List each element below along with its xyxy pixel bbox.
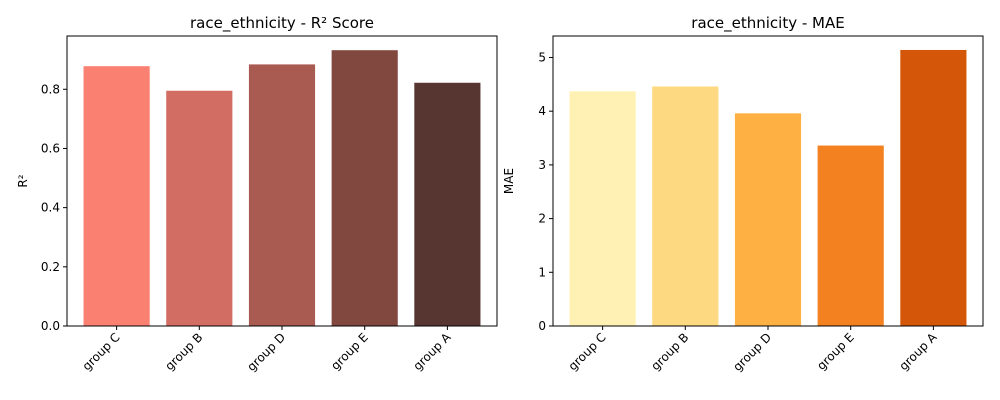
y-axis-label: R² [16, 174, 30, 187]
bar-group-d [248, 64, 316, 326]
y-tick-label: 0.0 [41, 319, 60, 333]
y-tick-label: 0.4 [41, 201, 60, 215]
bar-group-d [734, 113, 802, 326]
y-tick-label: 1 [538, 265, 546, 279]
x-tick-label: group E [328, 330, 371, 373]
x-tick-label: group C [80, 330, 123, 373]
bar-group-e [331, 50, 398, 327]
y-axis-label: MAE [502, 168, 516, 194]
chart-title: race_ethnicity - R² Score [190, 14, 374, 33]
y-tick-label: 2 [538, 212, 546, 226]
bar-group-b [166, 90, 233, 326]
bar-group-e [817, 145, 884, 326]
bar-group-c [83, 66, 150, 327]
y-tick-label: 0 [538, 319, 546, 333]
bar-group-a [900, 49, 967, 327]
bar-group-b [652, 86, 719, 327]
chart-title: race_ethnicity - MAE [691, 14, 844, 33]
x-tick-label: group A [410, 330, 454, 374]
mae-chart: 0 1 2 3 4 5 group C group B group D group E group … [502, 14, 984, 374]
y-tick-label: 0.2 [41, 260, 60, 274]
x-tick-label: group D [244, 330, 288, 374]
x-tick-label: group B [162, 330, 205, 373]
x-tick-label: group B [648, 330, 691, 373]
y-tick-label: 0.8 [41, 82, 60, 96]
y-tick-label: 4 [538, 104, 546, 118]
x-tick-label: group A [896, 330, 940, 374]
bar-group-c [569, 91, 636, 326]
r2-chart: 0.0 0.2 0.4 0.6 0.8 group C group B group D grou… [16, 14, 498, 374]
y-tick-label: 3 [538, 158, 546, 172]
y-tick-label: 0.6 [41, 141, 60, 155]
bar-group-a [414, 82, 481, 327]
x-tick-label: group E [814, 330, 857, 373]
y-tick-label: 5 [538, 50, 546, 64]
x-tick-label: group D [730, 330, 774, 374]
x-tick-label: group C [566, 330, 609, 373]
